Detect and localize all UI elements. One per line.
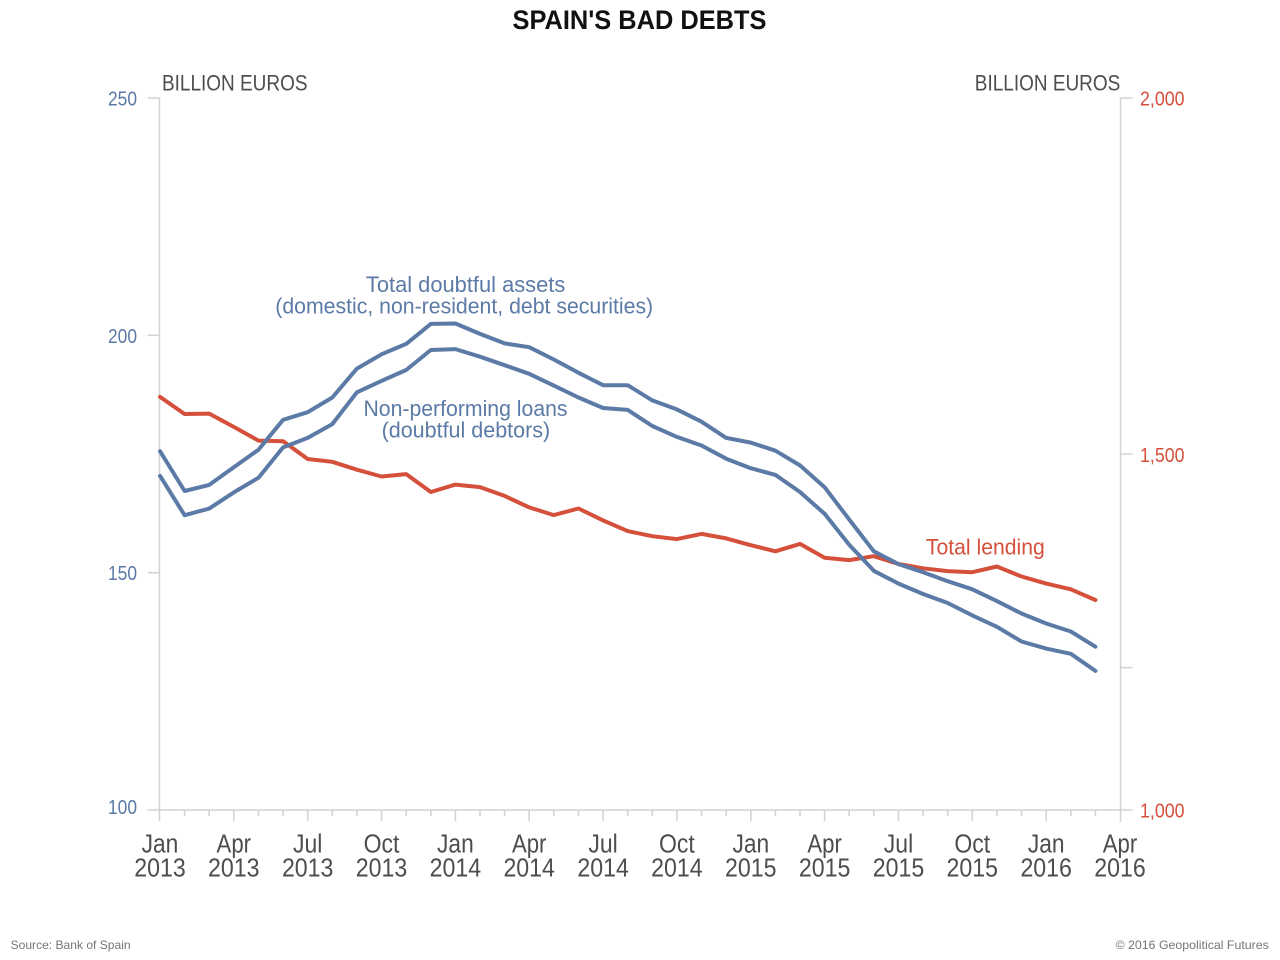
svg-text:SPAIN'S BAD DEBTS: SPAIN'S BAD DEBTS	[513, 5, 767, 35]
svg-text:2013: 2013	[208, 855, 260, 883]
svg-text:Source: Bank of Spain: Source: Bank of Spain	[11, 938, 131, 952]
svg-text:Jan: Jan	[142, 830, 179, 858]
svg-text:Total lending: Total lending	[926, 535, 1045, 560]
svg-text:2,000: 2,000	[1140, 87, 1185, 110]
svg-text:2016: 2016	[1094, 855, 1146, 883]
svg-text:Jan: Jan	[732, 830, 769, 858]
svg-text:Oct: Oct	[364, 830, 400, 858]
svg-text:BILLION EUROS: BILLION EUROS	[162, 70, 308, 95]
svg-text:© 2016 Geopolitical Futures: © 2016 Geopolitical Futures	[1116, 938, 1269, 952]
svg-text:Jan: Jan	[437, 830, 474, 858]
svg-text:Jul: Jul	[884, 830, 913, 858]
svg-text:Non-performing loans: Non-performing loans	[363, 396, 567, 421]
svg-text:2014: 2014	[503, 855, 555, 883]
svg-text:1,000: 1,000	[1140, 800, 1185, 823]
svg-text:150: 150	[108, 562, 137, 585]
svg-text:2013: 2013	[282, 855, 334, 883]
svg-text:BILLION EUROS: BILLION EUROS	[975, 70, 1121, 95]
svg-text:Total doubtful assets: Total doubtful assets	[366, 272, 565, 297]
svg-text:1,500: 1,500	[1140, 444, 1185, 467]
svg-text:250: 250	[108, 87, 137, 110]
svg-text:2013: 2013	[134, 855, 186, 883]
svg-text:2015: 2015	[873, 855, 925, 883]
svg-text:Apr: Apr	[217, 830, 252, 858]
svg-text:Jul: Jul	[293, 830, 322, 858]
svg-text:2015: 2015	[725, 855, 777, 883]
svg-text:Apr: Apr	[512, 830, 547, 858]
svg-text:2014: 2014	[651, 855, 703, 883]
svg-text:(doubtful debtors): (doubtful debtors)	[382, 417, 551, 442]
svg-text:2014: 2014	[430, 855, 482, 883]
svg-text:Oct: Oct	[659, 830, 695, 858]
svg-text:2015: 2015	[799, 855, 851, 883]
svg-text:(domestic, non-resident, debt: (domestic, non-resident, debt securities…	[275, 294, 653, 319]
svg-text:Oct: Oct	[954, 830, 990, 858]
svg-text:200: 200	[108, 325, 137, 348]
svg-text:Apr: Apr	[807, 830, 842, 858]
svg-text:2015: 2015	[947, 855, 999, 883]
svg-text:100: 100	[108, 796, 137, 819]
svg-text:2013: 2013	[356, 855, 408, 883]
svg-text:2014: 2014	[577, 855, 629, 883]
svg-text:Jan: Jan	[1028, 830, 1065, 858]
svg-text:Jul: Jul	[588, 830, 617, 858]
svg-text:2016: 2016	[1020, 855, 1072, 883]
svg-text:Apr: Apr	[1103, 830, 1138, 858]
